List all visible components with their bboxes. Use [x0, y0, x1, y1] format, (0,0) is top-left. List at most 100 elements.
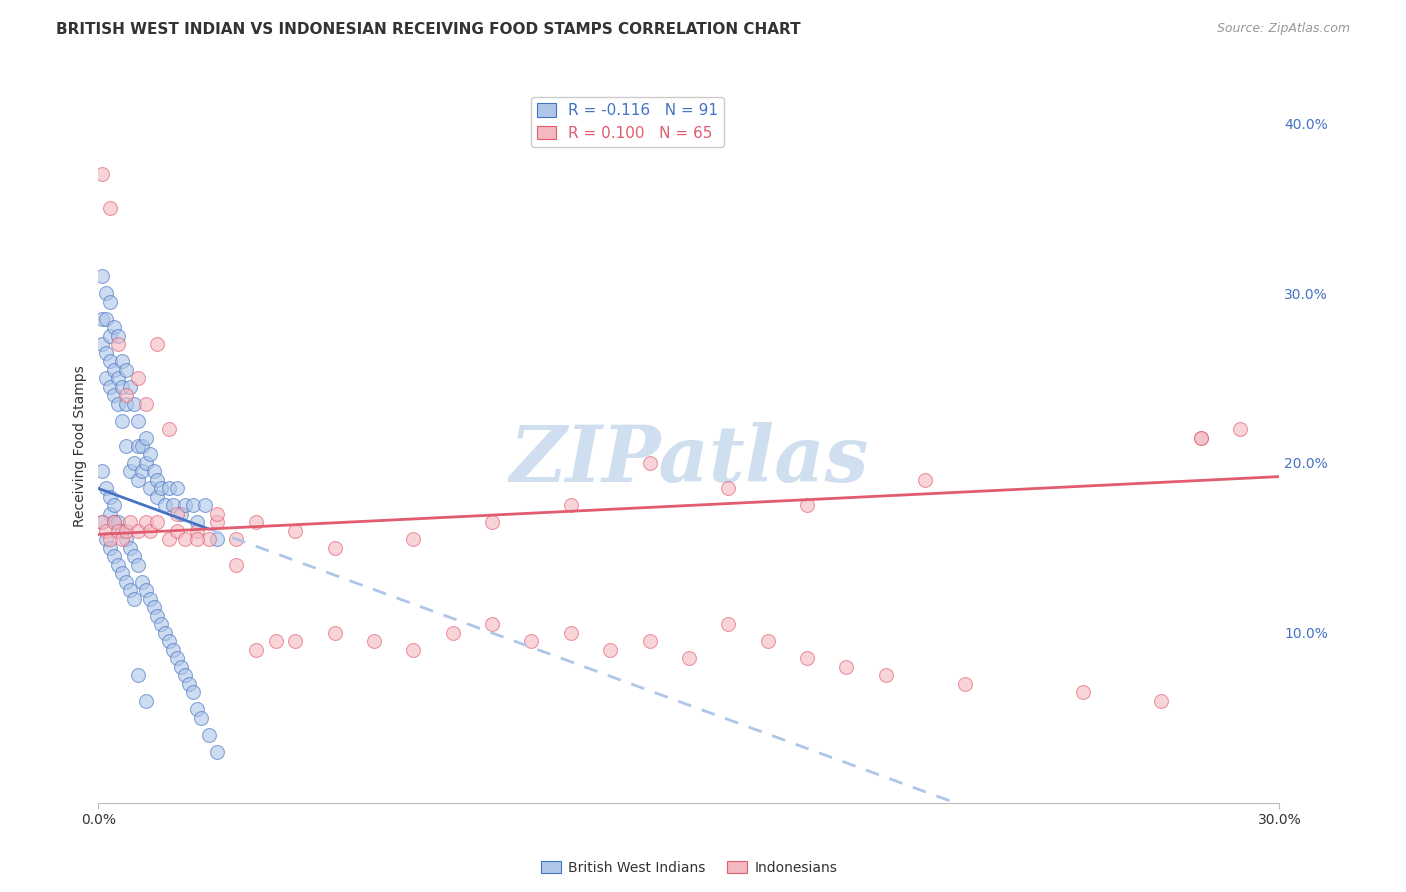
Point [118, 465, 141, 479]
Point [264, 634, 287, 648]
Point [111, 354, 134, 368]
Point [98, 490, 121, 504]
Point [98, 541, 121, 555]
Point [166, 482, 188, 496]
Point [186, 516, 208, 530]
Point [205, 533, 228, 547]
Point [174, 499, 197, 513]
Point [245, 643, 267, 657]
Point [914, 473, 936, 487]
Point [98, 379, 121, 393]
Point [118, 541, 141, 555]
Point [127, 413, 149, 427]
Point [103, 388, 125, 402]
Point [481, 516, 503, 530]
Point [135, 396, 157, 410]
Point [796, 651, 818, 665]
Point [135, 456, 157, 470]
Point [1150, 694, 1173, 708]
Point [115, 533, 138, 547]
Point [111, 533, 134, 547]
Point [155, 499, 177, 513]
Point [98, 354, 121, 368]
Point [162, 499, 184, 513]
Point [127, 524, 149, 538]
Point [135, 430, 157, 444]
Point [115, 388, 138, 402]
Point [174, 668, 197, 682]
Point [96, 311, 118, 326]
Point [162, 643, 184, 657]
Point [953, 677, 976, 691]
Point [166, 524, 188, 538]
Point [127, 473, 149, 487]
Point [155, 626, 177, 640]
Point [96, 524, 118, 538]
Point [103, 362, 125, 376]
Point [205, 745, 228, 759]
Point [122, 591, 145, 606]
Point [157, 533, 180, 547]
Point [284, 634, 307, 648]
Point [756, 634, 779, 648]
Point [197, 533, 219, 547]
Point [96, 482, 118, 496]
Point [118, 583, 141, 598]
Point [170, 660, 193, 674]
Point [186, 524, 208, 538]
Point [835, 660, 858, 674]
Point [107, 516, 129, 530]
Legend: R = -0.116   N = 91, R = 0.100   N = 65: R = -0.116 N = 91, R = 0.100 N = 65 [531, 97, 724, 147]
Point [115, 574, 138, 589]
Text: Source: ZipAtlas.com: Source: ZipAtlas.com [1216, 22, 1350, 36]
Point [284, 524, 307, 538]
Point [323, 626, 346, 640]
Point [150, 617, 173, 632]
Point [146, 337, 169, 351]
Point [177, 677, 200, 691]
Point [138, 591, 160, 606]
Point [190, 711, 212, 725]
Point [135, 516, 157, 530]
Point [166, 651, 188, 665]
Point [91, 516, 114, 530]
Point [103, 516, 125, 530]
Point [103, 549, 125, 564]
Point [118, 379, 141, 393]
Point [150, 482, 173, 496]
Point [118, 516, 141, 530]
Point [96, 286, 118, 301]
Point [103, 320, 125, 334]
Point [181, 685, 204, 699]
Point [122, 456, 145, 470]
Point [91, 311, 114, 326]
Point [225, 533, 247, 547]
Point [560, 626, 582, 640]
Point [131, 574, 153, 589]
Text: ZIPatlas: ZIPatlas [509, 422, 869, 499]
Legend: British West Indians, Indonesians: British West Indians, Indonesians [536, 855, 842, 880]
Point [103, 516, 125, 530]
Point [717, 482, 740, 496]
Point [122, 396, 145, 410]
Point [157, 422, 180, 436]
Point [157, 634, 180, 648]
Point [107, 558, 129, 572]
Point [599, 643, 621, 657]
Point [96, 371, 118, 385]
Point [111, 524, 134, 538]
Point [135, 694, 157, 708]
Point [138, 482, 160, 496]
Point [402, 533, 425, 547]
Point [111, 566, 134, 581]
Point [1189, 430, 1212, 444]
Point [127, 439, 149, 453]
Point [96, 345, 118, 359]
Point [103, 499, 125, 513]
Point [245, 516, 267, 530]
Point [638, 634, 661, 648]
Point [205, 507, 228, 521]
Point [194, 499, 217, 513]
Point [170, 507, 193, 521]
Point [91, 269, 114, 284]
